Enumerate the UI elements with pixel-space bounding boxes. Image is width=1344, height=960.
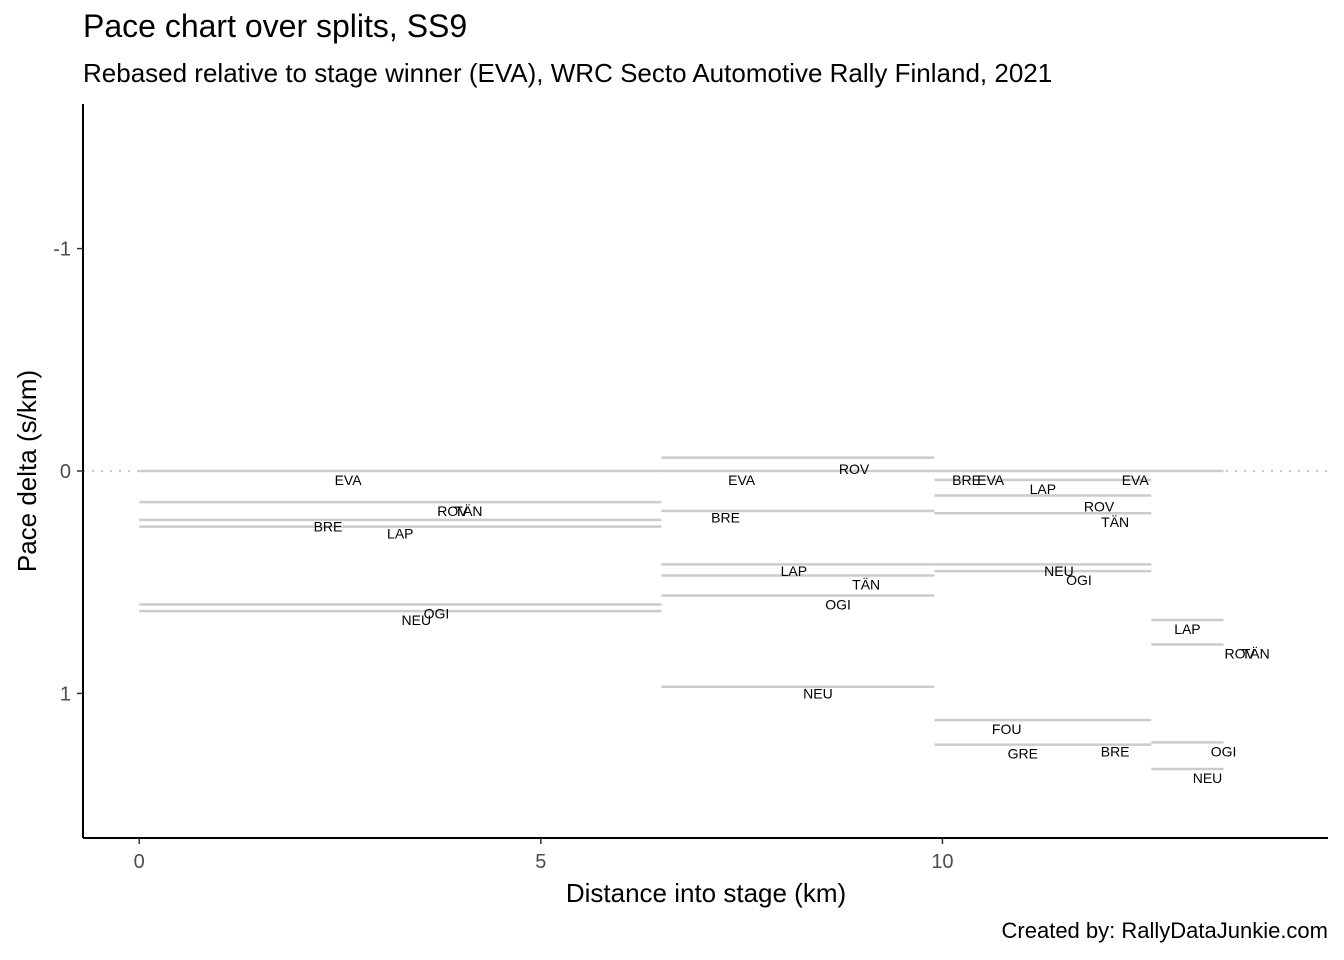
driver-label: ROV	[839, 461, 870, 477]
driver-label: GRE	[1008, 745, 1038, 761]
y-axis-title: Pace delta (s/km)	[12, 370, 42, 572]
driver-label: NEU	[803, 685, 833, 701]
driver-label: TÄN	[455, 503, 483, 519]
driver-label: NEU	[402, 612, 432, 628]
y-tick-label: 0	[60, 461, 71, 483]
chart-caption: Created by: RallyDataJunkie.com	[1001, 918, 1328, 943]
driver-label: BRE	[1101, 743, 1130, 759]
segments-layer	[139, 456, 1224, 771]
driver-label: LAP	[1030, 481, 1056, 497]
x-axis-title: Distance into stage (km)	[566, 878, 846, 908]
y-tick-label: 1	[60, 683, 71, 705]
driver-label: TÄN	[852, 576, 880, 592]
driver-label: EVA	[1122, 472, 1150, 488]
driver-label: LAP	[1174, 621, 1200, 637]
driver-label: EVA	[977, 472, 1005, 488]
axes-layer: 0 5 10 -1 0 1	[53, 104, 1328, 873]
driver-label: BRE	[711, 510, 740, 526]
x-tick-label: 10	[931, 851, 953, 873]
chart-subtitle: Rebased relative to stage winner (EVA), …	[83, 58, 1053, 88]
chart-title: Pace chart over splits, SS9	[83, 8, 468, 44]
driver-label: TÄN	[1242, 645, 1270, 661]
driver-label: LAP	[781, 563, 807, 579]
driver-label: EVA	[335, 472, 363, 488]
driver-label: BRE	[952, 472, 981, 488]
y-tick-label: -1	[53, 239, 71, 261]
driver-label: ROV	[437, 503, 468, 519]
x-tick-label: 0	[134, 851, 145, 873]
driver-label: ROV	[1084, 499, 1115, 515]
driver-label: FOU	[992, 721, 1022, 737]
driver-label: NEU	[1193, 770, 1223, 786]
driver-label: EVA	[728, 472, 756, 488]
driver-label: LAP	[387, 525, 413, 541]
x-tick-label: 5	[535, 851, 546, 873]
driver-label: OGI	[825, 596, 851, 612]
driver-label: TÄN	[1101, 514, 1129, 530]
driver-label: NEU	[1044, 563, 1074, 579]
driver-label: BRE	[314, 519, 343, 535]
driver-label: OGI	[424, 605, 450, 621]
driver-label: OGI	[1066, 572, 1092, 588]
driver-label: OGI	[1211, 743, 1237, 759]
driver-label: ROV	[1224, 645, 1255, 661]
